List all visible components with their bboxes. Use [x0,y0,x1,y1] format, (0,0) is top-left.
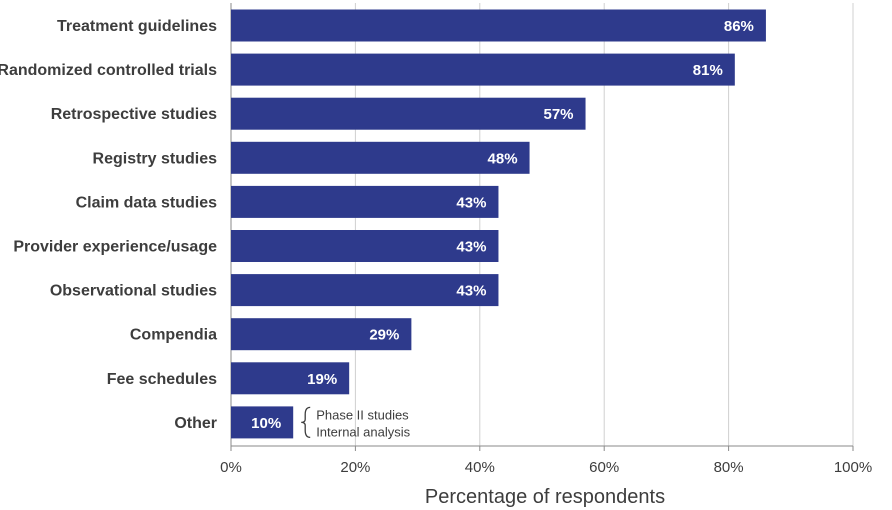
bar [231,274,499,307]
value-label: 86% [724,18,754,35]
bar [231,53,735,86]
bar [231,406,294,439]
value-label: 43% [456,239,486,256]
annotation-line: Phase II studies [316,407,409,422]
category-label: Retrospective studies [51,106,217,123]
x-tick-label: 20% [340,459,370,476]
category-label: Registry studies [93,150,218,167]
category-label: Compendia [130,327,217,344]
category-label: Fee schedules [107,371,217,388]
x-tick-label: 80% [714,459,744,476]
category-label: Observational studies [50,283,217,300]
category-label: Provider experience/usage [13,239,217,256]
x-axis-title: Percentage of respondents [425,486,665,508]
bar [231,362,350,395]
x-tick-label: 0% [220,459,242,476]
category-label: Treatment guidelines [57,18,217,35]
category-label: Randomized controlled trials [0,62,217,79]
value-label: 43% [456,194,486,211]
value-label: 48% [488,150,518,167]
other-annotation: Phase II studies Internal analysis [301,406,411,439]
bar [231,318,412,351]
value-label: 29% [369,327,399,344]
value-label: 43% [456,283,486,300]
bar [231,97,586,130]
brace-icon [301,406,311,439]
value-label: 81% [693,62,723,79]
value-label: 19% [307,371,337,388]
category-label: Claim data studies [76,194,217,211]
bars [231,9,766,439]
x-axis-ticks: 0% 20% 40% 60% 80% 100% [220,446,872,476]
x-tick-label: 100% [834,459,872,476]
value-label: 57% [544,106,574,123]
bar [231,9,766,42]
category-label: Other [174,415,217,432]
bar [231,141,530,174]
x-tick-label: 40% [465,459,495,476]
x-tick-label: 60% [589,459,619,476]
annotation-line: Internal analysis [316,424,410,439]
value-labels: 86% 81% 57% 48% 43% 43% 43% 29% 19% 10% [251,18,754,432]
bar [231,185,499,218]
category-labels: Treatment guidelines Randomized controlle… [0,18,217,432]
bar [231,230,499,262]
value-label: 10% [251,415,281,432]
